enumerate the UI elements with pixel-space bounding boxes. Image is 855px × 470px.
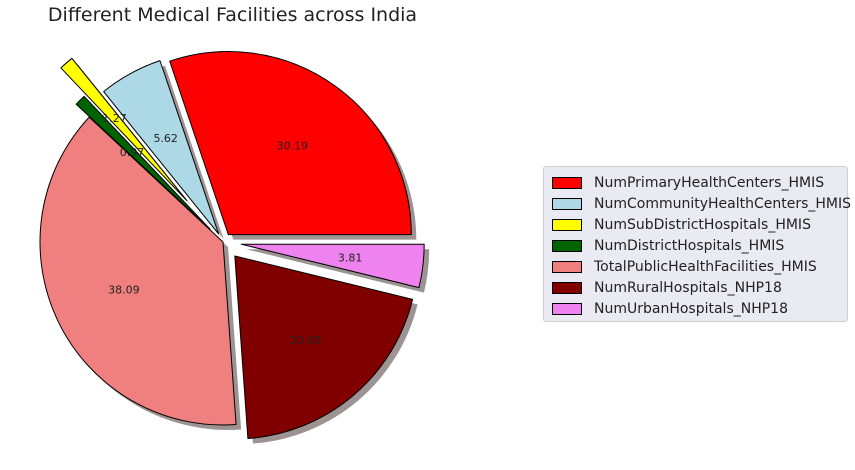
legend: NumPrimaryHealthCenters_HMIS NumCommunity… xyxy=(543,166,851,322)
legend-entry: NumUrbanHospitals_NHP18 xyxy=(552,298,847,319)
legend-label: NumRuralHospitals_NHP18 xyxy=(594,279,782,296)
legend-entry: NumPrimaryHealthCenters_HMIS xyxy=(552,172,847,193)
slice-value-label: 30.19 xyxy=(277,139,309,152)
pie-slice xyxy=(103,60,220,235)
pie-slice xyxy=(60,57,188,202)
legend-label: NumUrbanHospitals_NHP18 xyxy=(594,300,788,317)
pie-slice xyxy=(169,51,412,236)
pie-label-layer: 30.19 5.62 1.27 0.97 38.09 20.05 3.81 xyxy=(102,112,362,347)
pie-slice xyxy=(75,95,211,230)
slice-value-label: 1.27 xyxy=(102,112,127,125)
legend-swatch xyxy=(552,260,582,273)
legend-label: TotalPublicHealthFacilities_HMIS xyxy=(594,258,817,275)
slice-value-label: 0.97 xyxy=(120,146,145,159)
slice-value-label: 38.09 xyxy=(108,283,140,296)
pie-slice-layer xyxy=(39,51,425,440)
pie-slice xyxy=(240,243,425,289)
legend-entry: TotalPublicHealthFacilities_HMIS xyxy=(552,256,847,277)
legend-entry: NumSubDistrictHospitals_HMIS xyxy=(552,214,847,235)
legend-swatch xyxy=(552,176,582,189)
legend-swatch xyxy=(552,239,582,252)
legend-swatch xyxy=(552,197,582,210)
legend-label: NumSubDistrictHospitals_HMIS xyxy=(594,216,811,233)
legend-entry: NumCommunityHealthCenters_HMIS xyxy=(552,193,851,214)
pie-slice xyxy=(234,255,414,440)
slice-value-label: 20.05 xyxy=(290,334,322,347)
legend-swatch xyxy=(552,281,582,294)
legend-entry: NumRuralHospitals_NHP18 xyxy=(552,277,847,298)
legend-label: NumPrimaryHealthCenters_HMIS xyxy=(594,174,825,191)
legend-entry: NumDistrictHospitals_HMIS xyxy=(552,235,847,256)
legend-label: NumCommunityHealthCenters_HMIS xyxy=(594,195,852,212)
legend-swatch xyxy=(552,218,582,231)
pie-slice xyxy=(39,116,237,426)
slice-value-label: 3.81 xyxy=(338,251,363,264)
legend-swatch xyxy=(552,302,582,315)
slice-value-label: 5.62 xyxy=(153,132,178,145)
chart-title: Different Medical Facilities across Indi… xyxy=(47,4,418,26)
legend-label: NumDistrictHospitals_HMIS xyxy=(594,237,785,254)
